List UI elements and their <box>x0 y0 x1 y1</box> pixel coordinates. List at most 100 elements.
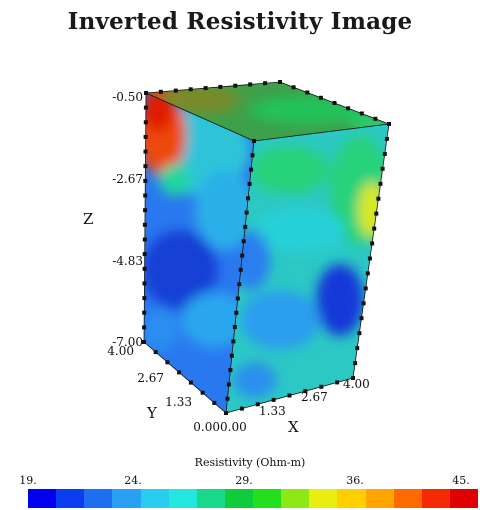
edge-tick-mark <box>359 316 364 321</box>
x-tick-label: 0.00 <box>220 420 247 434</box>
edge-tick-mark <box>142 340 146 344</box>
z-tick-label: -7.00 <box>112 335 143 349</box>
edge-tick-mark <box>271 397 276 402</box>
colorbar-tick-label: 45. <box>452 474 470 487</box>
edge-tick-mark <box>143 193 148 198</box>
edge-tick-mark <box>246 196 251 201</box>
edge-tick-mark <box>373 116 378 121</box>
colorbar-swatch <box>84 489 113 508</box>
x-tick-label: 2.67 <box>301 390 328 404</box>
edge-tick-mark <box>234 310 239 315</box>
edge-tick-mark <box>305 90 310 95</box>
edge-tick-mark <box>142 222 147 227</box>
edge-ticks <box>142 80 391 415</box>
y-tick-label: 0.00 <box>193 420 220 434</box>
edge-tick-mark <box>380 166 385 171</box>
edge-tick-mark <box>212 400 217 405</box>
z-tick-label: -4.83 <box>112 254 143 268</box>
edge-tick-mark <box>387 122 391 126</box>
y-tick-label: 2.67 <box>137 371 164 385</box>
edge-tick-mark <box>252 139 256 143</box>
colorbar-tick-label: 29. <box>235 474 253 487</box>
z-tick-label: -0.50 <box>112 90 143 104</box>
edge-tick-mark <box>142 252 147 257</box>
edge-tick-mark <box>374 211 379 216</box>
x-axis-label: X <box>288 418 299 436</box>
edge-tick-mark <box>225 396 230 401</box>
edge-tick-mark <box>233 83 238 88</box>
edge-tick-mark <box>188 380 193 385</box>
edge-tick-mark <box>143 120 148 125</box>
edge-tick-mark <box>142 296 147 301</box>
y-axis-label: Y <box>146 404 158 422</box>
edge-tick-mark <box>278 80 282 84</box>
edge-tick-mark <box>143 105 148 110</box>
edge-tick-mark <box>263 81 268 86</box>
edge-tick-mark <box>226 382 231 387</box>
edge-tick-mark <box>188 87 193 92</box>
colorbar-swatch <box>449 489 478 508</box>
edge-tick-mark <box>229 353 234 358</box>
edge-tick-mark <box>247 181 252 186</box>
edge-tick-mark <box>353 361 358 366</box>
edge-tick-mark <box>249 167 254 172</box>
edge-tick-mark <box>143 149 148 154</box>
x-tick-label: 1.33 <box>259 404 286 418</box>
edge-tick-mark <box>142 310 147 315</box>
edge-tick-mark <box>144 91 148 95</box>
z-tick-label: -2.67 <box>112 172 143 186</box>
edge-tick-mark <box>372 226 377 231</box>
edge-tick-mark <box>287 393 292 398</box>
colorbar-swatch <box>224 489 253 508</box>
edge-tick-mark <box>382 151 387 156</box>
edge-tick-mark <box>240 253 245 258</box>
edge-tick-mark <box>357 331 362 336</box>
colorbar-swatch <box>56 489 85 508</box>
colorbar-swatch <box>421 489 450 508</box>
edge-tick-mark <box>173 88 178 93</box>
edge-tick-mark <box>318 95 323 100</box>
colorbar-tick-label: 36. <box>346 474 364 487</box>
colorbar <box>28 489 478 508</box>
colorbar-swatch <box>337 489 366 508</box>
edge-tick-mark <box>291 85 296 90</box>
y-tick-label: 1.33 <box>165 395 192 409</box>
volume-plot: Z -0.50 -2.67 -4.83 -7.00 Y 4.00 2.67 1.… <box>83 80 391 436</box>
edge-tick-mark <box>239 406 244 411</box>
edge-tick-mark <box>158 89 163 94</box>
edge-tick-mark <box>332 101 337 105</box>
colorbar-swatch <box>253 489 282 508</box>
right-face <box>226 124 389 413</box>
edge-tick-mark <box>378 181 383 186</box>
edge-tick-mark <box>231 339 236 344</box>
edge-tick-mark <box>142 325 147 330</box>
colorbar-swatch <box>28 489 57 508</box>
edge-tick-mark <box>143 178 148 183</box>
edge-tick-mark <box>232 325 237 330</box>
edge-tick-mark <box>177 370 182 375</box>
edge-tick-mark <box>203 86 208 91</box>
edge-tick-mark <box>143 208 148 213</box>
edge-tick-mark <box>363 286 368 291</box>
edge-tick-mark <box>384 136 389 141</box>
colorbar-swatch <box>281 489 310 508</box>
edge-tick-mark <box>218 84 223 89</box>
colorbar-swatch <box>393 489 422 508</box>
edge-tick-mark <box>142 237 147 242</box>
edge-tick-mark <box>365 271 370 276</box>
edge-tick-mark <box>255 402 260 407</box>
edge-tick-mark <box>143 134 148 139</box>
edge-tick-mark <box>303 389 308 394</box>
x-tick-label: 4.00 <box>343 377 370 391</box>
colorbar-swatch <box>365 489 394 508</box>
edge-tick-mark <box>165 360 170 365</box>
edge-tick-mark <box>153 350 158 355</box>
edge-tick-mark <box>228 368 233 373</box>
edge-tick-mark <box>143 164 148 169</box>
edge-tick-mark <box>376 196 381 201</box>
edge-tick-mark <box>346 106 351 111</box>
edge-tick-mark <box>355 346 360 351</box>
edge-tick-mark <box>142 281 147 286</box>
edge-tick-mark <box>243 224 248 229</box>
